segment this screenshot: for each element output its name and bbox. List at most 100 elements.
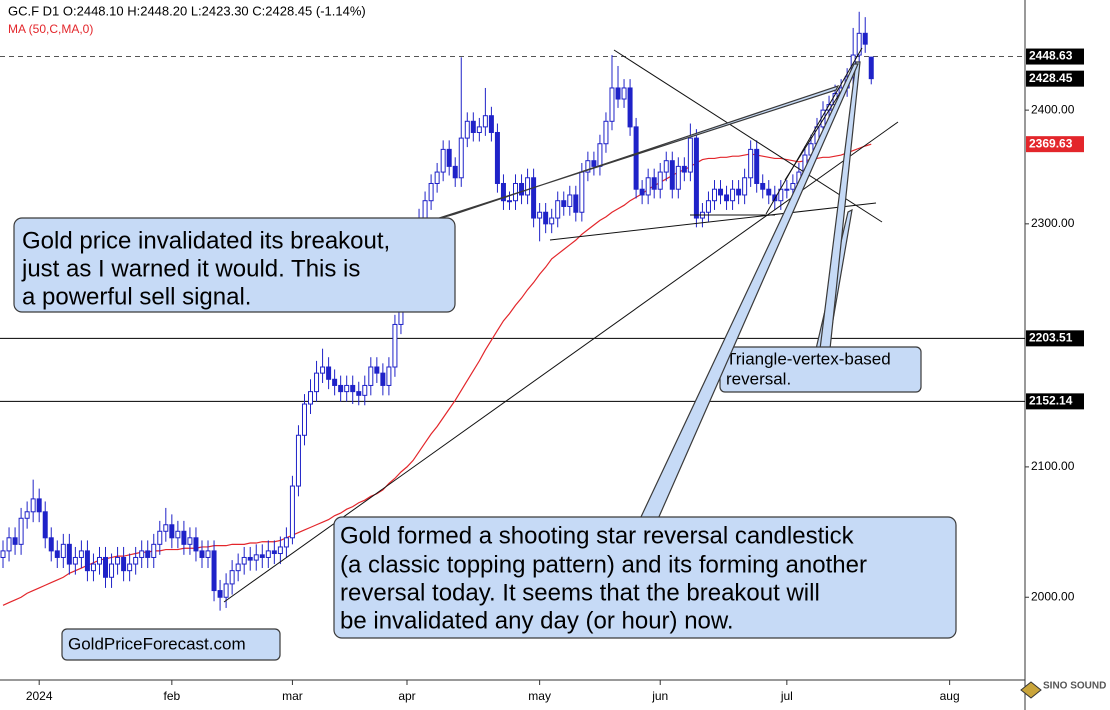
candle-body (18, 517, 24, 545)
x-tick-label: may (528, 689, 551, 703)
candle-body (621, 87, 627, 100)
candle-body (470, 120, 476, 133)
candle-body (790, 182, 796, 190)
candle-body (308, 391, 314, 405)
y-tick-label: 2000.00 (1031, 589, 1075, 603)
candle-body (96, 556, 102, 565)
candle-body (663, 160, 669, 173)
price-label: 2203.51 (1029, 331, 1073, 345)
callout-pointer (429, 84, 840, 222)
candle-body (585, 160, 591, 173)
candle-body (247, 556, 253, 561)
price-label: 2428.45 (1029, 71, 1073, 85)
candle-body (314, 372, 320, 393)
candle-body (488, 115, 494, 133)
candle-body (784, 188, 790, 191)
x-tick-label: mar (282, 689, 303, 703)
candle-body (350, 384, 356, 393)
candle-body (555, 200, 561, 219)
source-text: GoldPriceForecast.com (68, 634, 246, 653)
price-label-box (1026, 48, 1084, 65)
callout-text: a powerful sell signal. (22, 283, 251, 310)
candle-body (567, 194, 573, 207)
candle-body (332, 378, 338, 386)
candle-body (229, 570, 235, 585)
candle-body (241, 556, 247, 565)
candle-body (500, 182, 506, 202)
trendline (765, 47, 863, 215)
candle-body (36, 498, 42, 513)
candle-body (736, 188, 742, 196)
candle-body (645, 177, 651, 196)
candle-body (205, 550, 211, 558)
candle-body (374, 366, 380, 374)
candle-body (54, 550, 60, 558)
callout-text: Gold price invalidated its breakout, (22, 227, 390, 254)
candle-body (265, 550, 271, 558)
candle-body (856, 32, 862, 56)
candle-body (326, 366, 332, 380)
candle-body (259, 554, 265, 558)
candle-body (766, 188, 772, 196)
candle-body (151, 543, 157, 558)
candle-body (0, 550, 6, 558)
x-tick-label: apr (398, 689, 415, 703)
candle-body (289, 485, 295, 539)
candle-body (513, 182, 519, 202)
candle-body (295, 434, 301, 487)
x-tick-label: aug (940, 689, 960, 703)
candle-body (434, 171, 440, 184)
candle-body (609, 87, 615, 122)
callout-text: (a classic topping pattern) and its form… (340, 551, 867, 578)
candle-body (283, 537, 289, 548)
candle-body (633, 126, 639, 190)
price-label: 2152.14 (1029, 394, 1073, 408)
candle-body (66, 543, 72, 565)
callout-text: reversal. (726, 369, 791, 388)
candle-body (519, 182, 525, 196)
y-tick-label: 2400.00 (1031, 102, 1075, 116)
candle-body (476, 126, 482, 133)
candle-body (675, 165, 681, 190)
candle-body (693, 137, 699, 219)
candle-body (615, 87, 621, 100)
candle-body (109, 563, 115, 578)
x-tick-label: jun (651, 689, 668, 703)
candle-body (78, 550, 84, 558)
candle-body (115, 556, 121, 565)
callout-text: reversal today. It seems that the breako… (340, 579, 820, 606)
candle-body (392, 323, 398, 368)
candle-body (386, 366, 392, 386)
candle-body (669, 160, 675, 190)
candle-body (12, 537, 18, 545)
candle-body (627, 87, 633, 128)
candle-body (862, 32, 868, 45)
candle-body (458, 137, 464, 179)
callouts: Gold price invalidated its breakout, jus… (13, 61, 957, 661)
x-tick-label: 2024 (26, 689, 53, 703)
candle-body (760, 182, 766, 190)
callout-pointer (639, 63, 859, 520)
candle-body (368, 366, 374, 386)
candle-body (338, 384, 344, 393)
candle-body (711, 188, 717, 202)
candle-body (211, 550, 217, 592)
candle-body (754, 148, 760, 184)
candle-body (139, 550, 145, 558)
watermark-icon (1020, 681, 1042, 699)
watermark: SINO SOUND (1043, 681, 1106, 692)
candle-body (121, 556, 127, 572)
price-label-box (1026, 70, 1084, 87)
candle-body (193, 537, 199, 552)
candle-body (464, 120, 470, 139)
candle-body (748, 148, 754, 179)
candle-body (127, 563, 133, 572)
candle-body (199, 550, 205, 558)
callout-text: Gold formed a shooting star reversal can… (340, 522, 855, 549)
candle-body (597, 143, 603, 167)
candle-body (175, 530, 181, 539)
candle-body (362, 384, 368, 396)
candle-body (428, 182, 434, 202)
price-label: 2448.63 (1029, 49, 1073, 63)
